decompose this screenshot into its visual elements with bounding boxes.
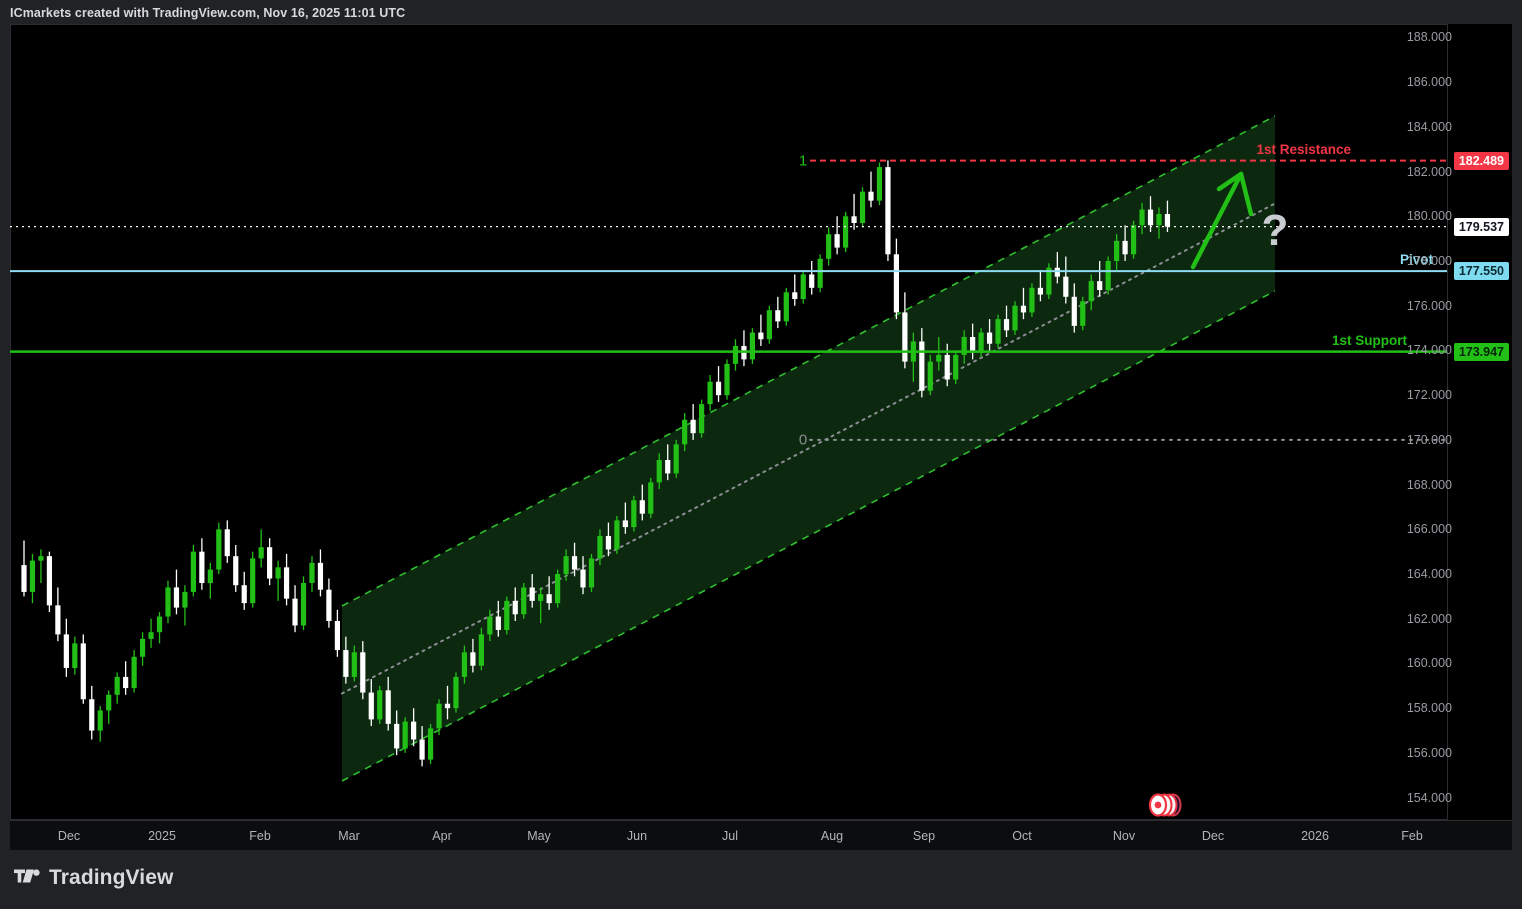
- price-tick-label: 188.000: [1406, 30, 1452, 45]
- price-tick-label: 168.000: [1406, 477, 1452, 492]
- time-tick-label: Sep: [912, 829, 936, 843]
- tradingview-brand-label: TradingView: [49, 866, 174, 889]
- time-tick-label: Dec: [1201, 829, 1225, 843]
- time-tick-label: Oct: [1012, 829, 1032, 843]
- price-tick-label: 162.000: [1406, 611, 1452, 626]
- replay-badge-icon[interactable]: [1142, 792, 1188, 818]
- chart-plot-area[interactable]: 1st Resistance Pivot 1st Support 1 0?: [10, 24, 1447, 820]
- price-tick-label: 154.000: [1406, 790, 1452, 805]
- price-tick-label: 156.000: [1406, 745, 1452, 760]
- candlestick-svg: [10, 115, 1447, 782]
- resistance-level-label: 1st Resistance: [1256, 141, 1351, 157]
- price-tick-label: 164.000: [1406, 567, 1452, 582]
- price-tick-label: 166.000: [1406, 522, 1452, 537]
- price-tag-sup[interactable]: 173.947: [1453, 342, 1509, 361]
- time-tick-label: Feb: [249, 829, 271, 843]
- price-tick-label: 186.000: [1406, 75, 1452, 90]
- chart-attribution-header: ICmarkets created with TradingView.com, …: [10, 6, 406, 20]
- price-tick-label: 184.000: [1406, 119, 1452, 134]
- time-tick-label: Dec: [57, 829, 81, 843]
- support-level-label: 1st Support: [1331, 332, 1407, 348]
- time-tick-label: Nov: [1112, 829, 1136, 843]
- price-tick-label: 176.000: [1406, 298, 1452, 313]
- price-tick-label: 180.000: [1406, 209, 1452, 224]
- time-tick-label: Aug: [820, 829, 844, 843]
- price-tick-label: 160.000: [1406, 656, 1452, 671]
- price-tick-label: 158.000: [1406, 701, 1452, 716]
- tradingview-footer[interactable]: TradingView: [14, 866, 173, 890]
- time-tick-label: Feb: [1401, 829, 1423, 843]
- tradingview-logo-icon: [14, 867, 40, 890]
- time-tick-label: 2026: [1301, 829, 1329, 843]
- price-tag-piv[interactable]: 177.550: [1453, 262, 1509, 281]
- time-tick-label: 2025: [148, 829, 176, 843]
- time-tick-label: Jul: [722, 829, 738, 843]
- time-scale[interactable]: Dec 2025 Feb Mar Apr May Jun Jul Aug Sep Oct Nov Dec…: [10, 820, 1512, 850]
- price-tick-label: 174.000: [1406, 343, 1452, 358]
- time-tick-label: Mar: [338, 829, 360, 843]
- time-tick-label: May: [527, 829, 551, 843]
- pivot-level-label: Pivot: [1399, 252, 1433, 268]
- price-tick-label: 172.000: [1406, 388, 1452, 403]
- price-tick-label: 178.000: [1406, 254, 1452, 268]
- price-tag-res[interactable]: 182.489: [1453, 151, 1509, 170]
- time-tick-label: Jun: [626, 829, 648, 843]
- price-scale[interactable]: 188.000 186.000 184.000 182.000 180.000 178.0…: [1407, 24, 1512, 820]
- price-tag-cur[interactable]: 179.537: [1453, 217, 1509, 236]
- question-mark-annotation: ?: [1261, 206, 1289, 255]
- time-tick-label: Apr: [432, 829, 452, 843]
- price-tick-label: 170.000: [1406, 432, 1452, 447]
- fib-label-0: 0: [798, 431, 808, 449]
- price-tick-label: 182.000: [1406, 164, 1452, 179]
- fib-label-1: 1: [798, 152, 808, 170]
